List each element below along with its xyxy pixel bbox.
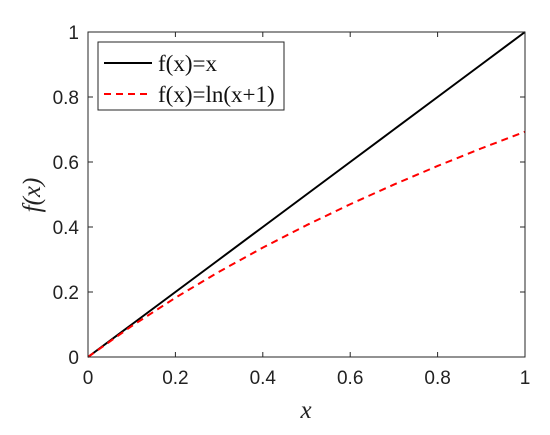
x-tick-label: 1 — [520, 368, 531, 389]
series-layer — [87, 31, 526, 358]
series-line-2 — [87, 130, 526, 358]
x-tick-label: 0.8 — [424, 368, 450, 389]
legend-label-series-1: f(x)=x — [158, 51, 217, 76]
ticks-layer: 0 0.2 0.4 0.6 0.8 1 0 0.2 0.4 0.6 0.8 1 — [53, 23, 531, 389]
y-tick-label: 0.6 — [53, 153, 79, 174]
y-tick-label: 0.2 — [53, 283, 79, 304]
y-tick-label: 0 — [68, 348, 79, 369]
y-tick-label: 0.4 — [53, 218, 80, 239]
plot-frame — [87, 31, 526, 358]
x-axis-label: x — [299, 397, 311, 424]
legend-box — [97, 41, 285, 111]
x-tick-label: 0.6 — [337, 368, 363, 389]
y-tick-label: 0.8 — [53, 88, 79, 109]
legend: f(x)=x f(x)=ln(x+1) — [97, 41, 285, 111]
x-tick-label: 0.4 — [250, 368, 277, 389]
x-tick-label: 0.2 — [162, 368, 188, 389]
y-tick-label: 1 — [68, 23, 79, 44]
y-axis-label: f(x) — [19, 178, 46, 213]
series-line-1 — [87, 31, 526, 358]
x-tick-label: 0 — [83, 368, 94, 389]
legend-label-series-2: f(x)=ln(x+1) — [158, 82, 275, 107]
